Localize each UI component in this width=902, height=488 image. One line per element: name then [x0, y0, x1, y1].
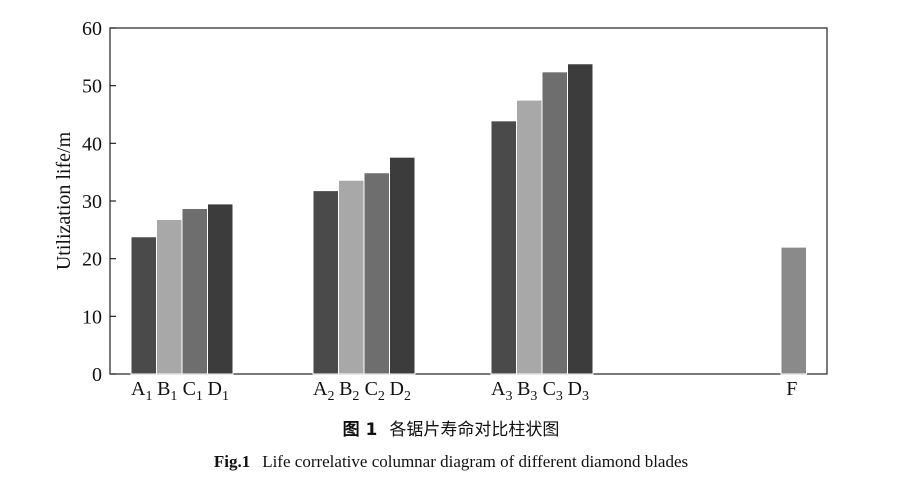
bar	[181, 207, 208, 375]
y-tick-label: 20	[82, 249, 102, 271]
bar	[207, 203, 234, 375]
caption-en-text: Life correlative columnar diagram of dif…	[262, 452, 689, 471]
bar	[389, 156, 416, 375]
x-tick-label: A1	[131, 378, 152, 404]
x-tick-label: D2	[390, 378, 411, 404]
y-tick-label: 0	[92, 364, 102, 386]
bar	[363, 172, 390, 375]
caption-cn-fig-number: 图 1	[342, 420, 378, 440]
x-tick-label: B1	[157, 378, 177, 404]
x-tick-label: B2	[339, 378, 359, 404]
x-tick-label: C2	[365, 378, 385, 404]
chart-bars	[130, 63, 807, 375]
x-tick-label: C1	[183, 378, 203, 404]
bar	[780, 246, 807, 375]
caption-english: Fig.1 Life correlative columnar diagram o…	[0, 452, 902, 472]
bar	[516, 99, 543, 375]
bar-chart: 0 10 20 30 40 50 60 Utilization life/m A1 B1 C1 D1 A…	[53, 18, 828, 404]
x-tick-label: A3	[491, 378, 512, 404]
bar	[541, 71, 568, 375]
caption-en-fig-number: Fig.1	[213, 452, 251, 471]
bar	[338, 179, 365, 375]
y-tick-label: 30	[82, 191, 102, 213]
x-tick-label: B3	[517, 378, 537, 404]
bar	[156, 218, 183, 375]
x-tick-label: A2	[313, 378, 334, 404]
chart-labels: 0 10 20 30 40 50 60 Utilization life/m A1 B1 C1 D1 A…	[53, 18, 797, 404]
x-tick-label: D3	[568, 378, 589, 404]
x-tick-label: F	[786, 378, 797, 400]
bar	[312, 190, 339, 375]
y-tick-label: 50	[82, 76, 102, 98]
bar	[490, 120, 517, 375]
x-tick-label: C3	[543, 378, 563, 404]
bar	[567, 63, 594, 375]
y-tick-label: 40	[82, 133, 102, 155]
y-tick-label: 60	[82, 18, 102, 40]
y-axis-label: Utilization life/m	[53, 131, 75, 270]
caption-cn-text: 各锯片寿命对比柱状图	[389, 420, 560, 440]
x-tick-label: D1	[208, 378, 229, 404]
y-tick-label: 10	[82, 306, 102, 328]
caption-chinese: 图 1 各锯片寿命对比柱状图	[0, 415, 902, 440]
bar	[130, 236, 157, 375]
